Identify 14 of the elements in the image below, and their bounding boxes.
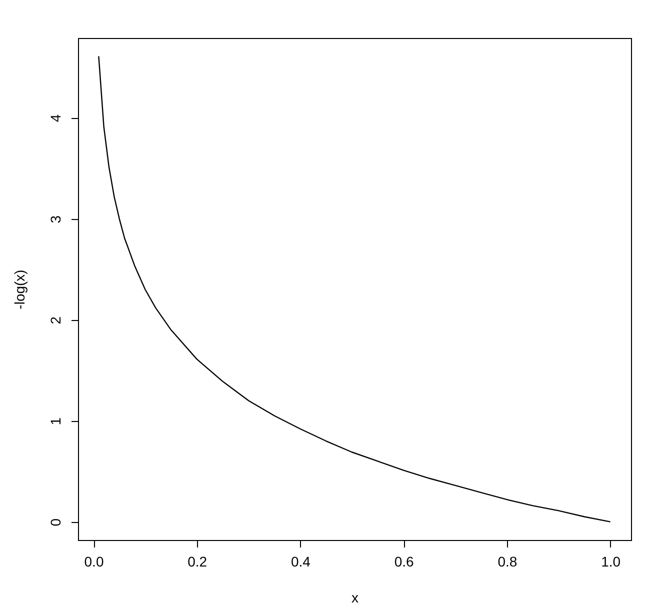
line-series [98,56,611,522]
x-tick-label: 0.6 [394,554,414,570]
y-axis-title: -log(x) [12,270,28,310]
x-tick-label: 0.2 [188,554,208,570]
x-tick-label: 0.8 [498,554,518,570]
y-tick-label: 0 [48,518,64,526]
y-tick-label: 4 [48,114,64,122]
x-axis-title: x [352,590,358,606]
x-tick-label: 1.0 [601,554,621,570]
x-tick-label: 0.4 [291,554,311,570]
y-tick-label: 1 [48,417,64,426]
y-tick-label: 3 [48,215,64,224]
y-tick-label: 2 [48,316,64,324]
x-tick-label: 0.0 [84,554,104,570]
